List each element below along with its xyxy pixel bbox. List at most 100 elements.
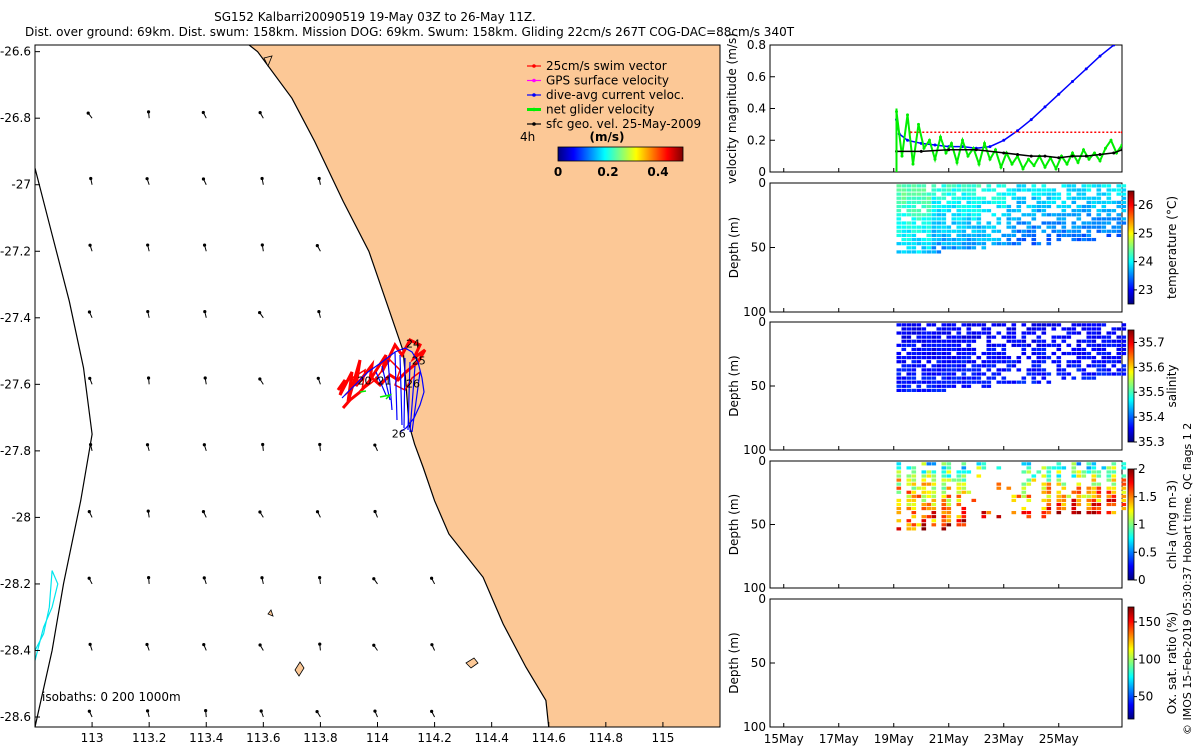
- profile-cell: [1111, 490, 1117, 494]
- profile-cell: [1056, 356, 1062, 360]
- profile-cell: [976, 213, 982, 217]
- profile-cell: [926, 380, 932, 384]
- profile-cell: [1121, 209, 1127, 213]
- profile-cell: [956, 339, 962, 343]
- profile-cell: [926, 221, 932, 225]
- profile-cell: [906, 519, 912, 523]
- profile-cell: [906, 384, 912, 388]
- profile-cell: [1091, 184, 1097, 188]
- profile-cell: [1051, 466, 1057, 470]
- profile-cell: [1051, 351, 1057, 356]
- profile-cell: [946, 323, 952, 327]
- profile-cell: [1111, 209, 1117, 213]
- velocity-point: [966, 154, 970, 158]
- profile-cell: [1076, 498, 1082, 503]
- velocity-point: [1084, 154, 1088, 158]
- profile-cell: [1111, 462, 1117, 466]
- profile-cell: [1081, 237, 1087, 242]
- profile-cell: [951, 221, 957, 225]
- profile-cell: [1096, 225, 1102, 229]
- velocity-y-tick-label: 0.8: [747, 38, 766, 52]
- profile-cell: [1071, 327, 1077, 331]
- profile-cell: [896, 229, 902, 233]
- profile-cell: [1031, 217, 1037, 221]
- profile-cell: [1071, 237, 1077, 242]
- profile-cell: [956, 184, 962, 188]
- profile-cell: [961, 246, 967, 250]
- profile-cell: [951, 184, 957, 188]
- profile-cell: [961, 368, 967, 372]
- geo-vector-head: [89, 176, 93, 181]
- profile-cell: [1121, 188, 1127, 192]
- profile-cell: [1081, 184, 1087, 188]
- profile-cell: [941, 213, 947, 217]
- profile-cell: [926, 482, 932, 486]
- profile-cell: [1041, 221, 1047, 225]
- profile-cell: [986, 360, 992, 364]
- profile-cell: [1001, 380, 1007, 384]
- legend-marker: [532, 78, 536, 83]
- geo-vector-head: [146, 309, 150, 314]
- profile-cell: [1011, 225, 1017, 229]
- profile-cell: [1046, 482, 1052, 486]
- profile-cell: [1121, 217, 1127, 221]
- profile-cell: [971, 196, 977, 200]
- profile-cell: [1061, 351, 1067, 356]
- profile-cell: [1116, 233, 1122, 238]
- profile-cell: [1121, 364, 1127, 368]
- profile-cell: [1096, 486, 1102, 490]
- profile-cell: [956, 486, 962, 490]
- profile-cell: [1056, 204, 1062, 209]
- profile-cell: [931, 233, 937, 238]
- profile-cell: [956, 225, 962, 229]
- profile-cell: [976, 204, 982, 209]
- profile-cell: [1021, 470, 1027, 474]
- profile-cell: [906, 356, 912, 360]
- profile-cell: [1061, 217, 1067, 221]
- profile-cell: [1081, 339, 1087, 343]
- profile-cell: [946, 184, 952, 188]
- profile-cell: [921, 364, 927, 368]
- profile-cell: [1091, 200, 1097, 204]
- profile-cell: [906, 213, 912, 217]
- profile-cell: [1051, 339, 1057, 343]
- profile-cell: [996, 343, 1002, 347]
- profile-cell: [911, 523, 917, 527]
- profile-cell: [951, 229, 957, 233]
- profile-cell: [906, 323, 912, 327]
- profile-cell: [896, 478, 902, 482]
- profile-cell: [941, 388, 947, 392]
- profile-cell: [966, 242, 972, 246]
- dac-vectors: [341, 347, 425, 433]
- profile-cell: [1041, 229, 1047, 233]
- profile-cell: [956, 470, 962, 474]
- map-y-tick-label: -26.6: [0, 45, 31, 59]
- profile-cell: [1046, 196, 1052, 200]
- profile-cell: [956, 515, 962, 519]
- profile-cell: [1021, 506, 1027, 511]
- geo-vector-head: [146, 509, 150, 513]
- profile-cell: [1031, 347, 1037, 352]
- profile-cell: [961, 184, 967, 188]
- profile-cell: [956, 360, 962, 364]
- profile-cell: [1051, 225, 1057, 229]
- profile-cell: [931, 356, 937, 360]
- track-label: 26: [392, 428, 406, 441]
- map-x-tick-label: 113: [81, 731, 104, 745]
- map-x-tick-label: 115: [651, 731, 674, 745]
- profile-cell: [1016, 217, 1022, 221]
- geo-vector-head: [88, 376, 92, 380]
- profile-cell: [906, 233, 912, 238]
- profile-cell: [1076, 213, 1082, 217]
- profile-cell: [1061, 502, 1067, 507]
- profile-cell: [1101, 347, 1107, 352]
- geo-vector-head: [203, 376, 207, 380]
- profile-cell: [936, 209, 942, 213]
- profile-cell: [961, 384, 967, 388]
- profile-cell: [1061, 494, 1067, 498]
- profile-cell: [971, 209, 977, 213]
- profile-cell: [911, 323, 917, 327]
- profile-cell: [906, 200, 912, 204]
- profile-cell: [976, 331, 982, 335]
- profile-cells-1: [896, 184, 1127, 254]
